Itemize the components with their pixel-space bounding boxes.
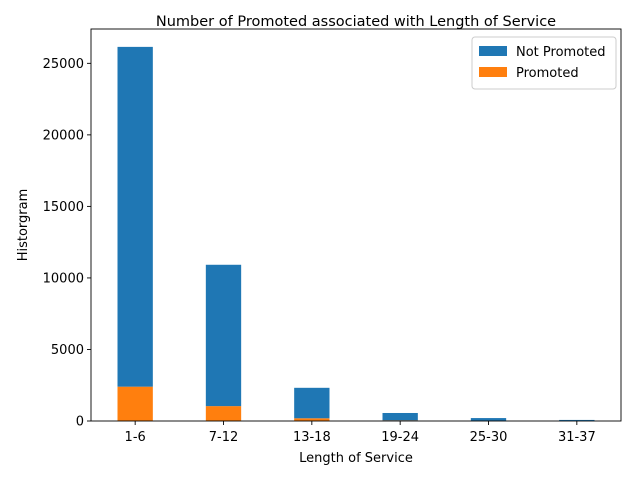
y-tick-label: 5000 (51, 343, 84, 358)
y-tick-label: 10000 (43, 271, 84, 286)
x-tick-label: 25-30 (470, 430, 508, 445)
legend-box (471, 36, 617, 90)
bar-not-promoted-7-12 (205, 264, 242, 407)
bar-not-promoted-31-37 (559, 419, 595, 421)
x-axis: 1-6 7-12 13-18 19-24 25-30 31-37 (125, 421, 596, 445)
x-tick-label: 13-18 (293, 430, 331, 445)
y-axis: 0 5000 10000 15000 20000 25000 (43, 57, 91, 430)
y-tick-label: 0 (76, 415, 84, 430)
bar-promoted-1-6 (117, 386, 153, 421)
x-tick-label: 19-24 (381, 430, 419, 445)
x-axis-label: Length of Service (299, 451, 413, 466)
bar-promoted-7-12 (205, 406, 242, 421)
plot-frame (90, 28, 622, 422)
legend: Not Promoted Promoted (471, 36, 617, 90)
legend-swatch-not-promoted (479, 46, 507, 56)
y-tick-label: 25000 (43, 57, 84, 72)
bar-not-promoted-1-6 (117, 46, 153, 387)
x-tick-label: 31-37 (558, 430, 596, 445)
bars-group (117, 46, 595, 421)
legend-label-promoted: Promoted (516, 66, 579, 81)
bar-promoted-13-18 (294, 418, 330, 421)
y-axis-label: Historgram (16, 189, 31, 262)
legend-label-not-promoted: Not Promoted (516, 45, 606, 60)
y-tick-label: 20000 (43, 128, 84, 143)
bar-not-promoted-25-30 (470, 418, 507, 421)
y-tick-label: 15000 (43, 200, 84, 215)
chart-title: Number of Promoted associated with Lengt… (156, 14, 556, 30)
bar-not-promoted-19-24 (382, 412, 418, 421)
x-tick-label: 7-12 (209, 430, 239, 445)
bar-not-promoted-13-18 (294, 387, 330, 419)
legend-swatch-promoted (479, 67, 507, 77)
x-tick-label: 1-6 (125, 430, 146, 445)
